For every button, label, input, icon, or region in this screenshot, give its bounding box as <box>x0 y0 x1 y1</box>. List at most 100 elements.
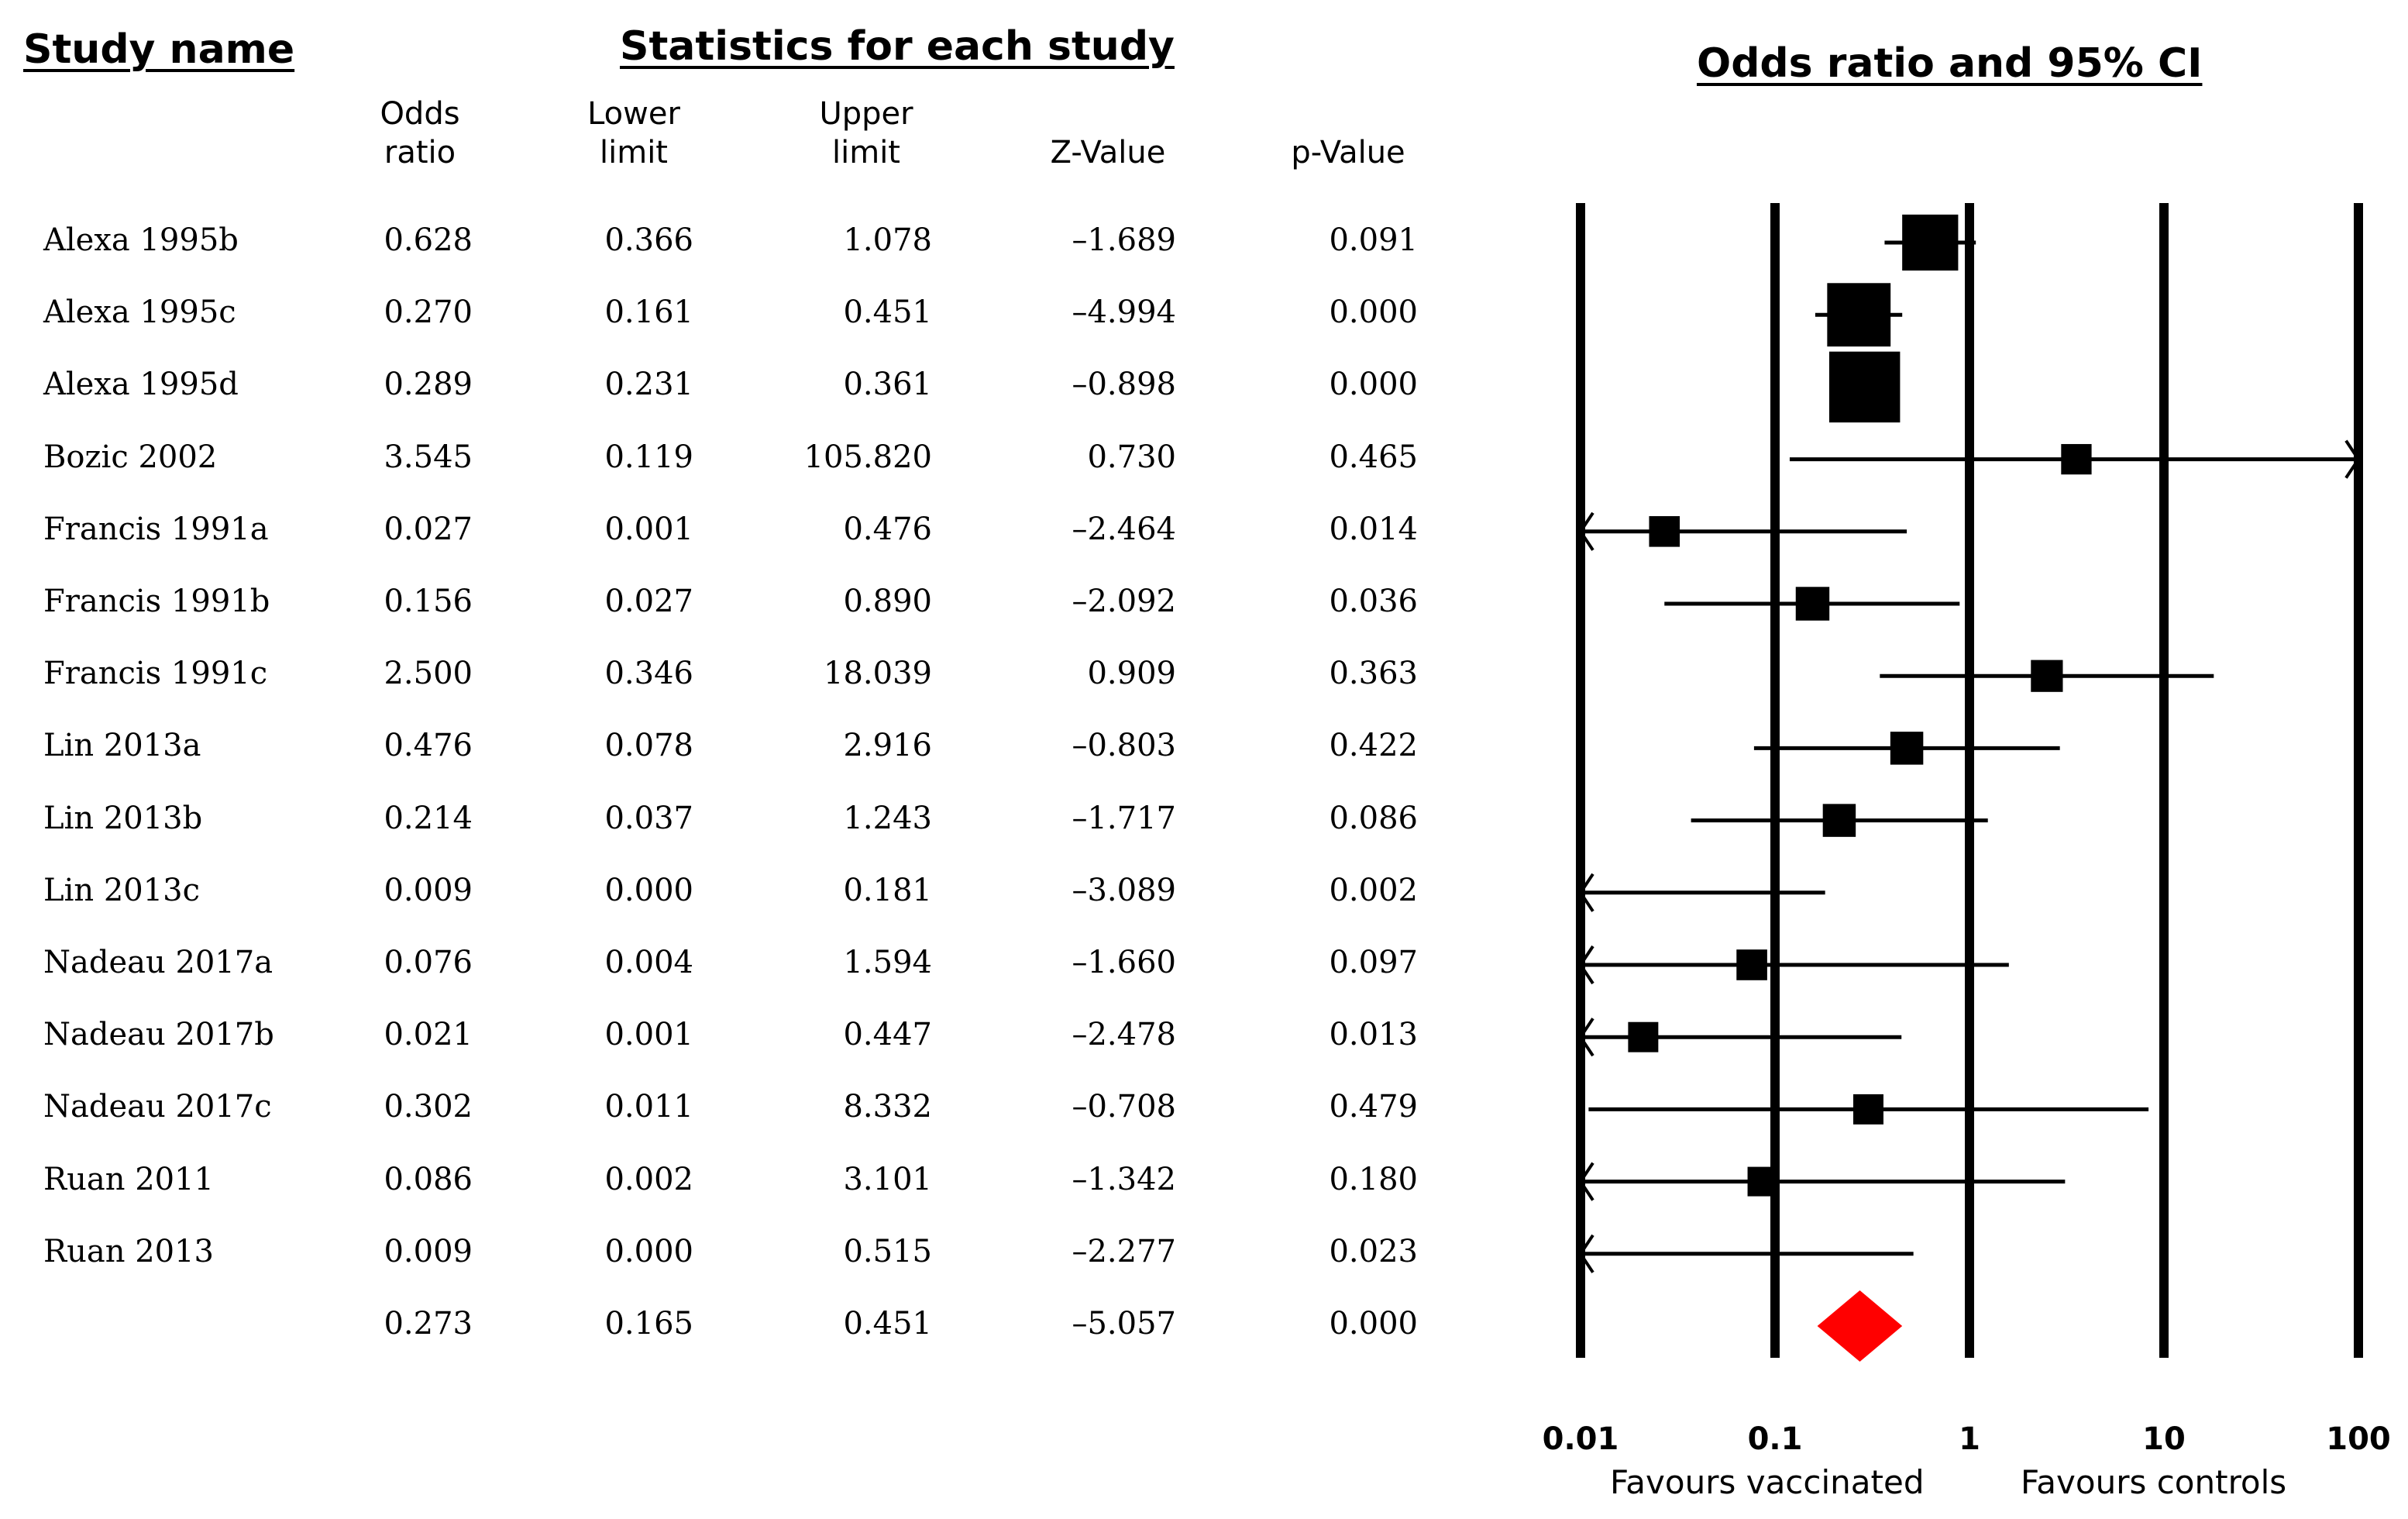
z-value-header: Z-Value <box>1050 135 1166 170</box>
study-marker <box>1902 214 1959 271</box>
ci-arrow-left <box>1578 945 1594 985</box>
x-tick-label: 100 <box>2326 1421 2391 1457</box>
p-value-cell: 0.023 <box>1329 1233 1418 1269</box>
lower-limit-cell: 0.000 <box>604 1233 693 1269</box>
z-value-cell: –5.057 <box>1072 1306 1176 1342</box>
lower-limit-cell: 0.366 <box>604 222 693 258</box>
upper-limit-cell: 2.916 <box>843 728 932 764</box>
odds-ratio-cell: 0.086 <box>384 1161 473 1197</box>
p-value-cell: 0.180 <box>1329 1161 1418 1197</box>
study-name-cell: Nadeau 2017a <box>43 945 273 980</box>
study-name-cell: Francis 1991a <box>43 511 269 547</box>
z-value-cell: 0.909 <box>1087 656 1176 692</box>
upper-limit-header: Upper limit <box>819 96 913 170</box>
upper-limit-cell: 0.447 <box>843 1017 932 1053</box>
odds-ratio-cell: 3.545 <box>384 439 473 475</box>
p-value-cell: 0.091 <box>1329 222 1418 258</box>
p-value-cell: 0.002 <box>1329 872 1418 908</box>
study-name-cell: Lin 2013b <box>43 800 203 836</box>
lower-limit-cell: 0.000 <box>604 872 693 908</box>
lower-limit-header: Lower limit <box>587 96 680 170</box>
odds-ratio-cell: 0.009 <box>384 1233 473 1269</box>
study-name-cell: Bozic 2002 <box>43 439 218 475</box>
lower-limit-cell: 0.004 <box>604 945 693 980</box>
z-value-cell: –0.898 <box>1072 367 1176 403</box>
odds-ratio-cell: 0.156 <box>384 584 473 619</box>
p-value-cell: 0.363 <box>1329 656 1418 692</box>
odds-ratio-cell: 0.009 <box>384 872 473 908</box>
study-marker <box>1828 351 1901 423</box>
ci-arrow-left <box>1578 873 1594 912</box>
study-marker <box>1795 587 1830 621</box>
p-value-cell: 0.479 <box>1329 1089 1418 1125</box>
p-value-header: p-Value <box>1291 135 1405 170</box>
study-name-header: Study name <box>23 26 295 73</box>
upper-limit-cell: 0.476 <box>843 511 932 547</box>
upper-limit-cell: 3.101 <box>843 1161 932 1197</box>
p-value-cell: 0.013 <box>1329 1017 1418 1053</box>
upper-limit-cell: 0.361 <box>843 367 932 403</box>
odds-ratio-cell: 0.021 <box>384 1017 473 1053</box>
study-name-cell: Francis 1991b <box>43 584 270 619</box>
p-value-cell: 0.422 <box>1329 728 1418 764</box>
upper-limit-cell: 18.039 <box>824 656 932 692</box>
odds-ratio-cell: 0.214 <box>384 800 473 836</box>
z-value-cell: –3.089 <box>1072 872 1176 908</box>
study-marker <box>2031 660 2063 692</box>
p-value-cell: 0.036 <box>1329 584 1418 619</box>
odds-ratio-cell: 2.500 <box>384 656 473 692</box>
study-marker <box>1890 732 1924 765</box>
upper-limit-cell: 0.451 <box>843 1306 932 1342</box>
upper-limit-cell: 8.332 <box>843 1089 932 1125</box>
upper-limit-cell: 0.515 <box>843 1233 932 1269</box>
p-value-cell: 0.000 <box>1329 367 1418 403</box>
ci-arrow-left <box>1578 1018 1594 1057</box>
favours-vaccinated-label: Favours vaccinated <box>1610 1463 1925 1501</box>
ci-arrow-left <box>1578 1234 1594 1273</box>
upper-limit-cell: 1.594 <box>843 945 932 980</box>
statistics-header: Statistics for each study <box>620 23 1175 70</box>
z-value-cell: –0.803 <box>1072 728 1176 764</box>
x-tick-label: 0.1 <box>1747 1421 1803 1457</box>
upper-limit-cell: 0.890 <box>843 584 932 619</box>
upper-limit-cell: 0.181 <box>843 872 932 908</box>
odds-ratio-cell: 0.476 <box>384 728 473 764</box>
study-name-cell: Ruan 2013 <box>43 1233 214 1269</box>
z-value-cell: –4.994 <box>1072 294 1176 331</box>
study-name-cell: Francis 1991c <box>43 656 268 692</box>
z-value-cell: –2.464 <box>1072 511 1176 547</box>
lower-limit-cell: 0.001 <box>604 511 693 547</box>
study-marker <box>1822 804 1856 837</box>
z-value-cell: –1.689 <box>1072 222 1176 258</box>
odds-ratio-cell: 0.270 <box>384 294 473 331</box>
lower-limit-cell: 0.027 <box>604 584 693 619</box>
z-value-cell: –2.092 <box>1072 584 1176 619</box>
study-name-cell: Alexa 1995d <box>43 367 239 403</box>
odds-ratio-cell: 0.628 <box>384 222 473 258</box>
study-name-cell: Alexa 1995b <box>43 222 239 258</box>
p-value-cell: 0.000 <box>1329 294 1418 331</box>
p-value-cell: 0.086 <box>1329 800 1418 836</box>
lower-limit-cell: 0.161 <box>604 294 693 331</box>
odds-ratio-header: Odds ratio <box>380 96 460 170</box>
upper-limit-cell: 1.078 <box>843 222 932 258</box>
z-value-cell: –1.660 <box>1072 945 1176 980</box>
z-value-cell: –2.478 <box>1072 1017 1176 1053</box>
study-marker <box>1628 1021 1659 1052</box>
study-name-cell: Ruan 2011 <box>43 1161 214 1197</box>
odds-ratio-cell: 0.302 <box>384 1089 473 1125</box>
study-name-cell: Nadeau 2017c <box>43 1089 272 1125</box>
ci-arrow-left <box>1578 512 1594 551</box>
study-marker <box>1736 949 1767 980</box>
z-value-cell: –1.342 <box>1072 1161 1176 1197</box>
study-marker <box>1853 1094 1883 1125</box>
summary-diamond <box>1817 1290 1903 1362</box>
z-value-cell: –0.708 <box>1072 1089 1176 1125</box>
lower-limit-cell: 0.119 <box>604 439 693 475</box>
study-name-cell: Lin 2013a <box>43 728 201 764</box>
p-value-cell: 0.097 <box>1329 945 1418 980</box>
odds-ratio-cell: 0.273 <box>384 1306 473 1342</box>
upper-limit-cell: 1.243 <box>843 800 932 836</box>
p-value-cell: 0.000 <box>1329 1306 1418 1342</box>
